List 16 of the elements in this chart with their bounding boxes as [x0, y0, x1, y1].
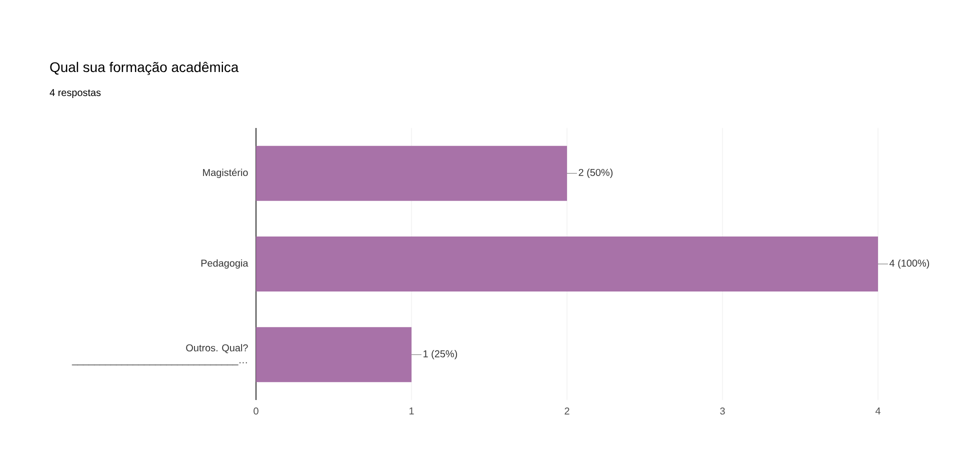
bar: [256, 327, 412, 382]
x-tick-label: 2: [564, 407, 570, 414]
y-tick-label: Magistério: [203, 168, 248, 178]
text: 4 respostas: [50, 89, 101, 98]
y-tick-label: Pedagogia: [201, 259, 248, 269]
data-label: 1 (25%): [424, 350, 458, 360]
x-tick-label: 1: [410, 407, 414, 414]
data-label: 4 (100%): [889, 259, 930, 269]
x-tick-label: 4: [875, 407, 880, 414]
x-tick-label: 3: [720, 407, 725, 415]
bar: [256, 146, 568, 201]
data-label: 2 (50%): [578, 168, 613, 178]
chart-title: Qual sua formação acadêmica: [50, 62, 239, 75]
y-tick-label: Outros. Qual? ______________________________…: [72, 344, 248, 366]
bar: [256, 236, 878, 292]
x-tick-label: 0: [254, 407, 258, 415]
